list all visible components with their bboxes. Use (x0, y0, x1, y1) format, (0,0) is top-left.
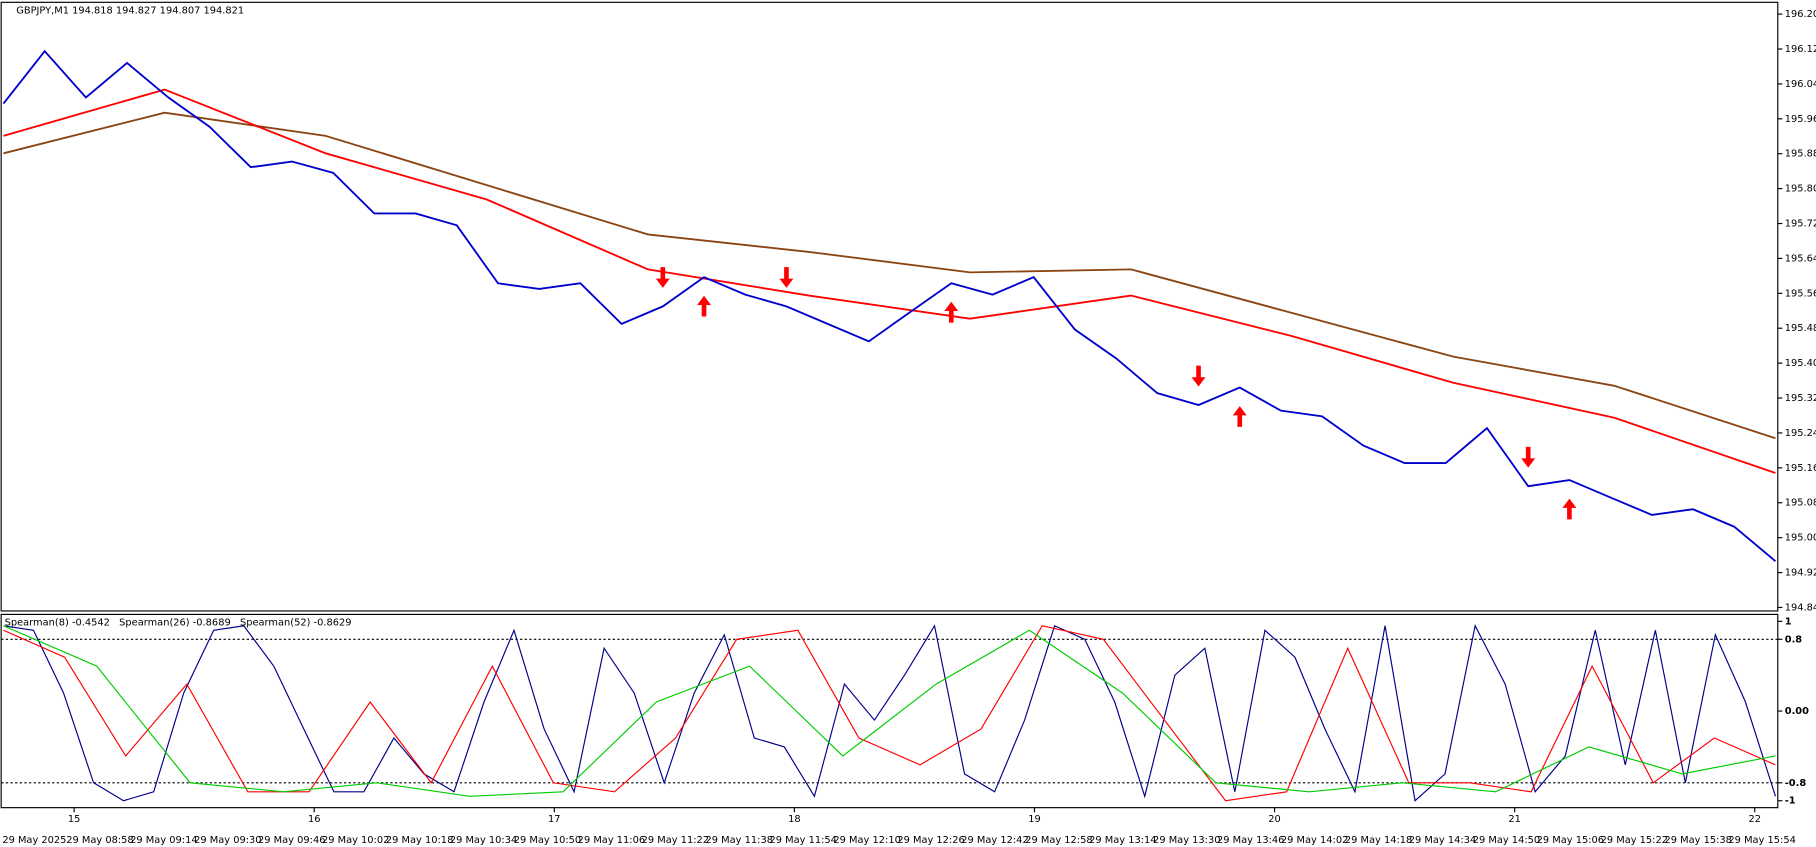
indicator-label: Spearman(52) -0.8629 (240, 618, 352, 629)
time-label: 29 May 12:26 (897, 835, 964, 846)
indicator-label: Spearman(8) -0.4542 (5, 618, 110, 629)
sell-arrow (1521, 446, 1536, 468)
y-tick-label: 195.885 (1785, 149, 1816, 160)
y-tick-label: 195.485 (1785, 323, 1816, 334)
day-label: 22 (1748, 814, 1761, 825)
y-tick-label: 195.565 (1785, 288, 1816, 299)
time-label: 29 May 09:46 (258, 835, 325, 846)
time-label: 29 May 09:30 (194, 835, 261, 846)
time-label: 29 May 11:06 (578, 835, 645, 846)
y-tick-label: 195.325 (1785, 393, 1816, 404)
time-label: 29 May 15:22 (1601, 835, 1668, 846)
y-tick-label: 195.005 (1785, 533, 1816, 544)
y-tick-label: 0.8 (1785, 634, 1803, 645)
time-label: 29 May 12:42 (961, 835, 1028, 846)
day-label: 20 (1268, 814, 1281, 825)
y-tick-label: 194.845 (1785, 602, 1816, 613)
buy-arrow (1562, 498, 1577, 520)
time-label: 29 May 10:18 (386, 835, 453, 846)
time-label: 29 May 14:50 (1473, 835, 1540, 846)
y-tick-label: 195.725 (1785, 219, 1816, 230)
y-tick-label: 0.00 (1785, 706, 1809, 717)
y-tick-label: 195.645 (1785, 253, 1816, 264)
buy-arrow (697, 295, 711, 317)
time-label: 29 May 10:02 (322, 835, 389, 846)
day-label: 17 (548, 814, 561, 825)
symbol-header: GBPJPY,M1 194.818 194.827 194.807 194.82… (16, 5, 244, 16)
buy-arrow (1232, 406, 1247, 427)
time-label: 29 May 13:46 (1217, 835, 1284, 846)
time-label: 29 May 15:06 (1537, 835, 1604, 846)
y-tick-label: 195.165 (1785, 463, 1816, 474)
sell-arrow (655, 267, 670, 288)
time-label: 29 May 13:30 (1153, 835, 1220, 846)
time-label: 29 May 08:58 (66, 835, 133, 846)
time-label: 29 May 11:54 (769, 835, 836, 846)
time-label: 29 May 2025 (2, 835, 66, 846)
sell-arrow (1191, 365, 1206, 387)
indicator-panel (0, 613, 1779, 809)
sell-arrow (779, 267, 794, 288)
y-tick-label: 195.405 (1785, 358, 1816, 369)
series-line (3, 88, 1776, 474)
day-label: 16 (308, 814, 321, 825)
time-label: 29 May 10:34 (450, 835, 517, 846)
y-tick-label: 1 (1785, 616, 1792, 627)
y-tick-label: 194.925 (1785, 568, 1816, 579)
y-tick-label: 195.805 (1785, 184, 1816, 195)
y-tick-label: 196.125 (1785, 44, 1816, 55)
time-label: 29 May 14:34 (1409, 835, 1476, 846)
series-line (3, 625, 1776, 797)
time-label: 29 May 14:18 (1345, 835, 1412, 846)
series-line (3, 624, 1777, 802)
day-label: 18 (788, 814, 801, 825)
time-label: 29 May 13:14 (1089, 835, 1156, 846)
y-tick-label: 196.045 (1785, 79, 1816, 90)
series-line (2, 49, 1777, 562)
buy-arrow (944, 301, 959, 323)
time-label: 29 May 14:02 (1281, 835, 1348, 846)
series-line (3, 111, 1776, 440)
day-label: 21 (1508, 814, 1521, 825)
indicator-label: Spearman(26) -0.8689 (119, 618, 231, 629)
time-label: 29 May 10:50 (514, 835, 581, 846)
y-tick-label: -0.8 (1785, 778, 1807, 789)
time-label: 29 May 15:38 (1665, 835, 1732, 846)
y-tick-label: 195.085 (1785, 498, 1816, 509)
series-line (3, 625, 1776, 802)
time-label: 29 May 11:38 (706, 835, 773, 846)
time-label: 29 May 11:22 (642, 835, 709, 846)
time-label: 29 May 12:58 (1025, 835, 1092, 846)
day-label: 19 (1028, 814, 1041, 825)
time-label: 29 May 12:10 (833, 835, 900, 846)
day-label: 15 (68, 814, 81, 825)
y-tick-label: 196.205 (1785, 9, 1816, 20)
y-tick-label: 195.245 (1785, 428, 1816, 439)
y-tick-label: -1 (1785, 796, 1796, 807)
y-tick-label: 195.965 (1785, 114, 1816, 125)
time-label: 29 May 15:54 (1728, 835, 1795, 846)
time-label: 29 May 09:14 (130, 835, 197, 846)
